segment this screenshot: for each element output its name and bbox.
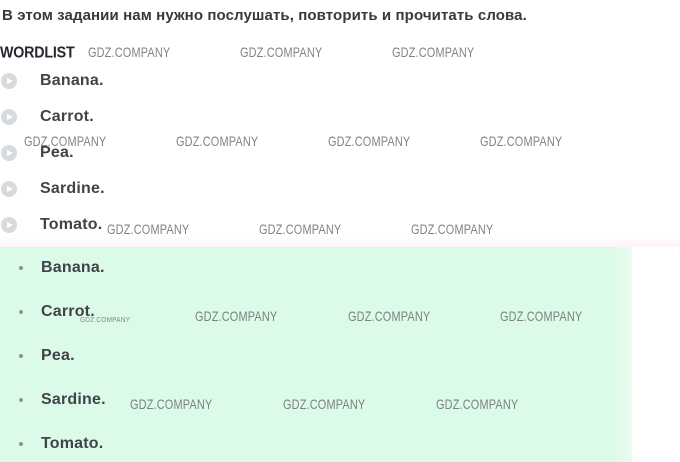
- reading-word-row: Banana.: [0, 258, 105, 278]
- watermark: GDZ.COMPANY: [328, 133, 411, 150]
- bullet-icon: [19, 398, 23, 402]
- word-label: Pea.: [41, 347, 75, 364]
- word-label: Sardine.: [40, 180, 105, 197]
- word-label: Banana.: [40, 72, 104, 89]
- reading-word-row: Tomato.: [0, 434, 103, 454]
- play-icon[interactable]: [1, 73, 17, 89]
- watermark: GDZ.COMPANY: [80, 316, 131, 324]
- watermark: GDZ.COMPANY: [392, 44, 475, 61]
- watermark: GDZ.COMPANY: [195, 308, 278, 325]
- word-label: Sardine.: [41, 391, 106, 408]
- word-label: Pea.: [40, 144, 74, 161]
- play-icon[interactable]: [1, 181, 17, 197]
- word-label: Tomato.: [41, 435, 104, 452]
- watermark: GDZ.COMPANY: [259, 221, 342, 238]
- reading-panel: [0, 247, 632, 462]
- bullet-icon: [19, 354, 23, 358]
- watermark: GDZ.COMPANY: [240, 44, 323, 61]
- watermark: GDZ.COMPANY: [480, 133, 563, 150]
- reading-word-row: Sardine.: [0, 390, 106, 410]
- play-icon[interactable]: [1, 217, 17, 233]
- watermark: GDZ.COMPANY: [436, 396, 519, 413]
- watermark: GDZ.COMPANY: [24, 133, 107, 150]
- task-description: В этом задании нам нужно послушать, повт…: [2, 7, 527, 24]
- audio-word-row: Banana.: [1, 72, 104, 90]
- audio-word-row: Tomato.: [1, 216, 102, 234]
- reading-word-row: Carrot.: [0, 302, 95, 322]
- bullet-icon: [19, 442, 23, 446]
- audio-word-row: Carrot.: [1, 108, 94, 126]
- word-label: Tomato.: [40, 216, 103, 233]
- word-label: Carrot.: [41, 303, 95, 320]
- audio-word-row: Pea.: [1, 144, 74, 162]
- reading-word-row: Pea.: [0, 346, 75, 366]
- play-icon[interactable]: [1, 145, 17, 161]
- watermark: GDZ.COMPANY: [88, 44, 171, 61]
- wordlist-heading: WORDLIST: [0, 44, 75, 62]
- watermark: GDZ.COMPANY: [130, 396, 213, 413]
- word-label: Banana.: [41, 259, 105, 276]
- watermark: GDZ.COMPANY: [411, 221, 494, 238]
- watermark: GDZ.COMPANY: [500, 308, 583, 325]
- bullet-icon: [19, 266, 23, 270]
- section-divider: [0, 237, 680, 247]
- watermark: GDZ.COMPANY: [348, 308, 431, 325]
- watermark: GDZ.COMPANY: [176, 133, 259, 150]
- play-icon[interactable]: [1, 109, 17, 125]
- word-label: Carrot.: [40, 108, 94, 125]
- audio-word-row: Sardine.: [1, 180, 105, 198]
- watermark: GDZ.COMPANY: [107, 221, 190, 238]
- bullet-icon: [19, 310, 23, 314]
- watermark: GDZ.COMPANY: [283, 396, 366, 413]
